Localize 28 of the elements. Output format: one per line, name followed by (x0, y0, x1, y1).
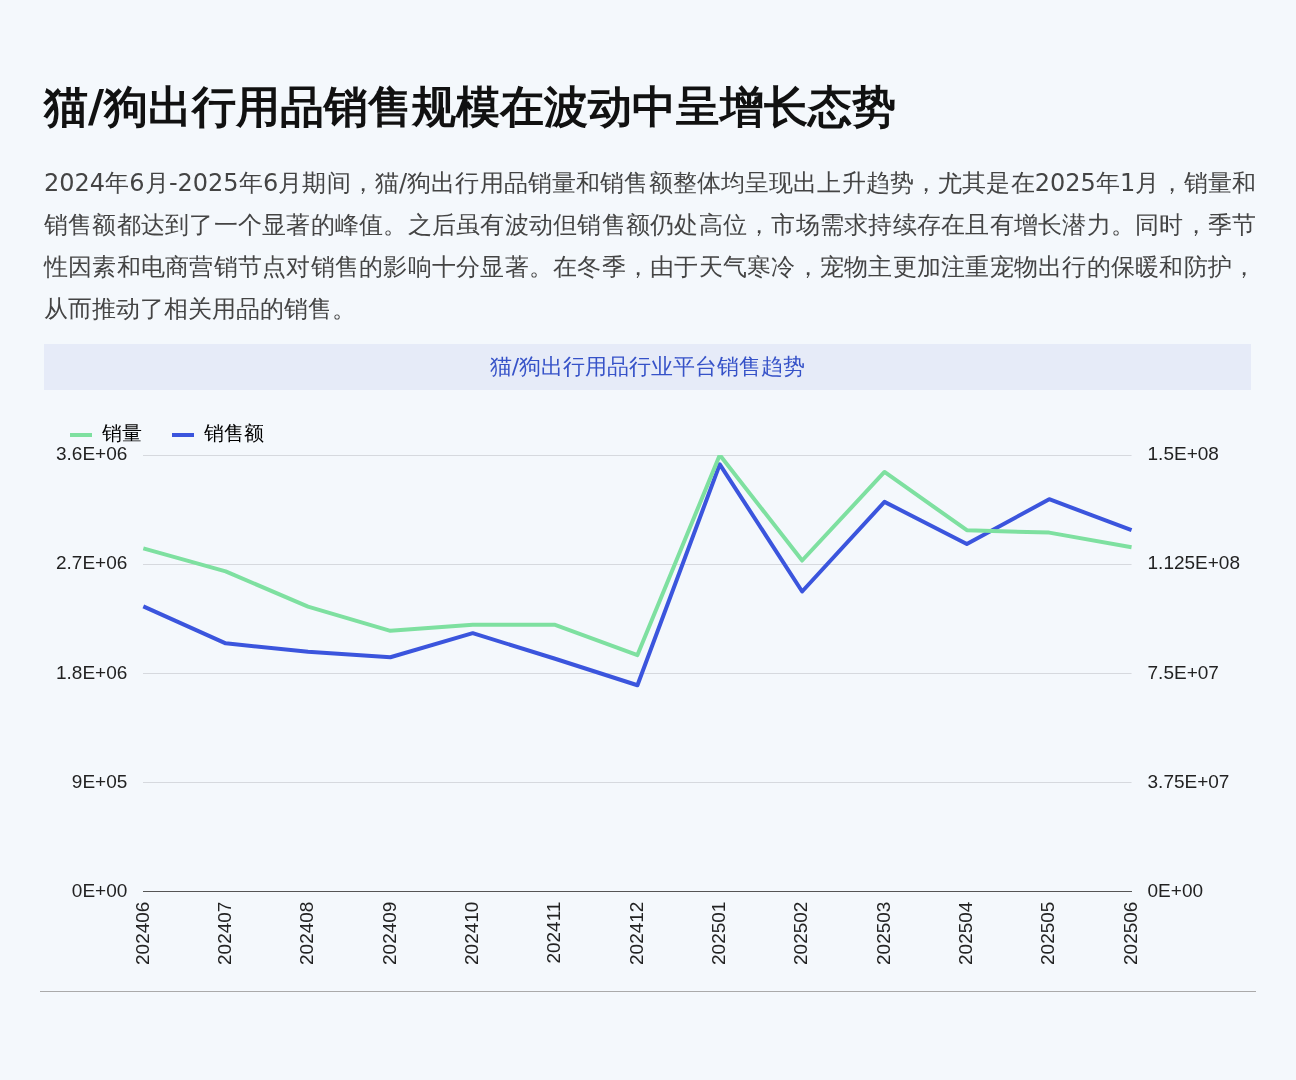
y-tick-label: 9E+05 (71, 770, 128, 792)
text: 猫/狗出行用品销售规模在波动中呈增长态势 (44, 80, 898, 134)
x-tick-label: 202506 (1119, 901, 1141, 965)
legend-label: 销量 (101, 421, 142, 446)
x-tick-label: 202503 (872, 901, 894, 965)
y2-tick-label: 0E+00 (1147, 879, 1204, 901)
chart-subtitle: 2024年6月-2025年6月期间，猫/狗出行用品销量和销售额整体均呈现出上升趋势，尤其是在2025年1月，销量和销售额都达到了一个显著的峰值。之后虽有波动但销售额仍处高位，市场需求持续存在且有增长潜力。同时，季节性因素和电商营销节点对销售的影响十分显著。在冬季，由于天气寒冷，宠物主更加注重宠物出行的保暖和防护，从而推动了相关用品的销售。 (44, 168, 1256, 325)
y-tick-label: 0E+00 (71, 879, 128, 901)
x-tick-label: 202505 (1037, 901, 1059, 965)
chart-title: 猫/狗出行用品行业平台销售趋势 (44, 344, 1251, 390)
y-tick-label: 1.8E+06 (55, 661, 128, 683)
y-tick-label: 2.7E+06 (55, 552, 128, 574)
x-tick-label: 202407 (213, 901, 235, 965)
y2-tick-label: 1.5E+08 (1147, 443, 1219, 465)
legend-label: 销售额 (203, 421, 264, 446)
x-tick-label: 202408 (296, 901, 318, 965)
x-tick-label: 202409 (378, 901, 400, 965)
x-tick-label: 202501 (708, 901, 730, 965)
y2-tick-label: 7.5E+07 (1147, 661, 1219, 683)
x-tick-label: 202504 (955, 901, 977, 965)
x-tick-label: 202410 (460, 901, 482, 965)
y2-tick-label: 1.125E+08 (1147, 552, 1240, 574)
x-tick-label: 202411 (543, 901, 565, 964)
x-tick-label: 202412 (625, 901, 647, 965)
y-tick-label: 3.6E+06 (55, 443, 128, 465)
y2-tick-label: 3.75E+07 (1147, 770, 1230, 792)
x-tick-label: 202502 (790, 901, 812, 965)
x-tick-label: 202406 (131, 901, 153, 965)
